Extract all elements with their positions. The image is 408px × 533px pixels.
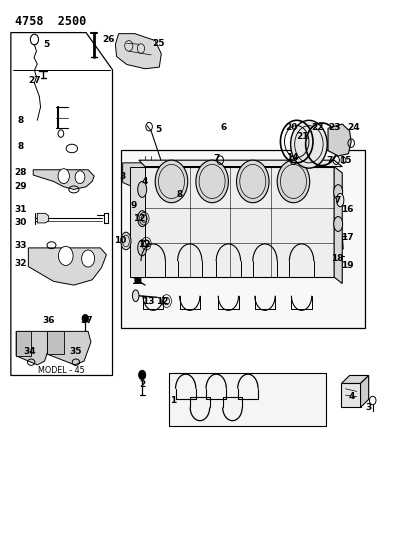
Text: 13: 13	[142, 296, 154, 305]
Ellipse shape	[133, 290, 139, 302]
Bar	[169, 373, 326, 426]
Polygon shape	[328, 124, 351, 156]
Polygon shape	[16, 332, 50, 365]
Polygon shape	[115, 34, 161, 69]
Bar	[121, 150, 365, 328]
Text: 14: 14	[286, 153, 299, 162]
Text: 11: 11	[131, 277, 143, 286]
Circle shape	[139, 370, 146, 379]
Text: 23: 23	[329, 123, 341, 132]
Text: 31: 31	[14, 205, 27, 214]
Text: 5: 5	[155, 125, 162, 134]
Text: 19: 19	[341, 261, 353, 270]
Text: 21: 21	[296, 132, 308, 141]
Text: 16: 16	[341, 205, 353, 214]
Text: 4: 4	[142, 177, 148, 186]
Text: 36: 36	[42, 316, 55, 325]
Bar	[139, 157, 162, 184]
Polygon shape	[139, 166, 334, 277]
Text: 7: 7	[334, 196, 341, 205]
Text: 24: 24	[347, 123, 360, 132]
Circle shape	[75, 171, 85, 183]
Text: 37: 37	[81, 316, 93, 325]
Circle shape	[277, 160, 310, 203]
Polygon shape	[341, 375, 369, 383]
Polygon shape	[123, 163, 148, 189]
Text: 12: 12	[137, 240, 150, 249]
Text: 15: 15	[339, 156, 352, 165]
Text: 30: 30	[14, 219, 27, 228]
Circle shape	[82, 314, 89, 323]
Polygon shape	[361, 375, 369, 407]
Polygon shape	[33, 169, 94, 189]
Circle shape	[58, 168, 69, 183]
Text: 3: 3	[366, 403, 372, 412]
Text: 27: 27	[28, 76, 41, 85]
Text: 34: 34	[24, 347, 36, 356]
Polygon shape	[16, 332, 31, 356]
Text: 18: 18	[331, 254, 344, 263]
Polygon shape	[334, 166, 342, 284]
Text: 8: 8	[17, 116, 23, 125]
Text: 25: 25	[152, 39, 165, 48]
Circle shape	[134, 201, 138, 206]
Polygon shape	[47, 332, 91, 365]
Circle shape	[237, 160, 269, 203]
Text: 20: 20	[285, 123, 297, 132]
Polygon shape	[11, 33, 113, 375]
Text: 4758  2500: 4758 2500	[15, 15, 86, 28]
Text: 2: 2	[139, 380, 145, 389]
Circle shape	[290, 120, 327, 168]
Circle shape	[82, 250, 95, 267]
Ellipse shape	[334, 184, 343, 199]
Circle shape	[196, 160, 228, 203]
Text: 10: 10	[114, 237, 126, 246]
Text: 28: 28	[14, 168, 27, 177]
Text: 7: 7	[326, 156, 333, 165]
Text: 12: 12	[156, 296, 169, 305]
Text: 29: 29	[14, 182, 27, 191]
Text: 5: 5	[43, 40, 49, 49]
Text: 35: 35	[70, 347, 82, 356]
Text: 8: 8	[177, 190, 183, 199]
Text: 8: 8	[17, 142, 23, 151]
Circle shape	[58, 246, 73, 265]
Circle shape	[135, 277, 140, 284]
Text: 6: 6	[220, 123, 226, 132]
Text: 12: 12	[133, 214, 146, 223]
Polygon shape	[28, 248, 106, 285]
Text: 9: 9	[131, 201, 137, 210]
Text: 3: 3	[120, 172, 126, 181]
Polygon shape	[130, 166, 145, 277]
Text: 26: 26	[102, 35, 115, 44]
Ellipse shape	[334, 216, 343, 231]
Ellipse shape	[138, 240, 146, 256]
Ellipse shape	[121, 232, 131, 250]
Text: 22: 22	[312, 123, 324, 132]
Text: 7: 7	[213, 154, 220, 163]
Text: 1: 1	[171, 396, 177, 405]
Text: 17: 17	[341, 233, 353, 242]
Polygon shape	[341, 383, 361, 407]
Polygon shape	[37, 213, 49, 223]
Polygon shape	[47, 332, 64, 354]
Text: 32: 32	[14, 260, 27, 268]
Text: 4: 4	[348, 392, 355, 401]
Text: 33: 33	[14, 241, 27, 250]
Ellipse shape	[138, 181, 146, 197]
Ellipse shape	[337, 193, 344, 207]
Polygon shape	[139, 160, 342, 166]
Text: MODEL - 45: MODEL - 45	[38, 366, 85, 375]
Circle shape	[155, 160, 188, 203]
Ellipse shape	[138, 211, 146, 227]
